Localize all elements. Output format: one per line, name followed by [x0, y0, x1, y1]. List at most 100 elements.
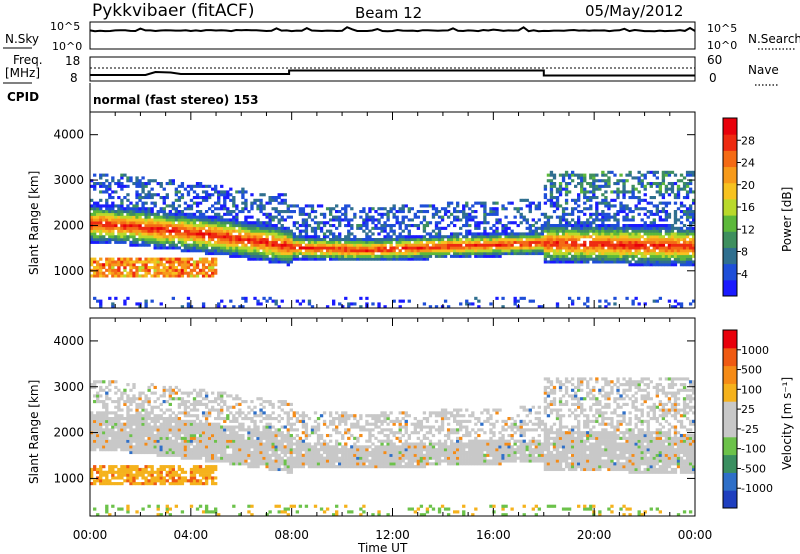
- power-cell: [241, 235, 245, 239]
- power-cell: [298, 249, 303, 253]
- power-cell: [643, 232, 647, 236]
- power-cell: [159, 196, 163, 200]
- power-cell: [401, 218, 405, 222]
- power-cell: [165, 226, 169, 230]
- power-cell: [271, 240, 275, 244]
- power-cell: [676, 302, 681, 306]
- power-cell: [253, 229, 257, 233]
- velocity-cell: [211, 405, 215, 409]
- power-cell: [386, 257, 390, 261]
- velocity-cell: [223, 453, 227, 457]
- power-cell: [664, 204, 669, 208]
- power-cell: [595, 260, 599, 264]
- power-cell: [359, 210, 363, 214]
- velocity-cell: [120, 445, 124, 449]
- power-cell: [640, 246, 644, 250]
- power-cell: [613, 204, 617, 208]
- power-cell: [558, 243, 563, 247]
- power-cell: [564, 187, 569, 191]
- power-cell: [229, 232, 233, 236]
- power-cell: [543, 201, 548, 205]
- power-cell: [220, 246, 224, 250]
- power-cell: [537, 201, 542, 205]
- power-cell: [289, 229, 293, 233]
- power-cell: [141, 184, 145, 188]
- power-cell: [570, 246, 575, 250]
- power-cell: [307, 299, 312, 303]
- velocity-cell: [153, 433, 157, 438]
- power-cell: [335, 226, 339, 230]
- power-cell: [359, 243, 363, 247]
- power-cell: [652, 204, 656, 208]
- power-cell: [583, 254, 587, 258]
- power-cell: [159, 229, 163, 233]
- velocity-cell: [183, 433, 188, 438]
- velocity-cell: [198, 422, 203, 426]
- power-cell: [558, 235, 563, 239]
- power-cell: [108, 271, 112, 275]
- power-cell: [235, 235, 239, 239]
- power-cell: [277, 196, 281, 200]
- power-cell: [132, 218, 136, 222]
- power-cell: [652, 299, 656, 303]
- power-cell: [280, 198, 284, 202]
- velocity-cell: [223, 442, 227, 446]
- power-cell: [132, 212, 136, 216]
- power-cell: [298, 243, 303, 247]
- power-cell: [168, 257, 172, 261]
- power-cell: [108, 268, 112, 272]
- power-cell: [431, 238, 436, 242]
- velocity-cell: [171, 391, 175, 395]
- power-cell: [195, 215, 200, 219]
- power-cell: [401, 229, 405, 233]
- power-cell: [325, 240, 330, 244]
- power-cell: [150, 274, 154, 278]
- power-cell: [646, 170, 650, 174]
- velocity-cell: [147, 448, 151, 452]
- velocity-cell: [141, 414, 145, 418]
- power-cell: [589, 254, 593, 258]
- velocity-cell: [132, 467, 136, 472]
- power-cell: [111, 226, 115, 230]
- velocity-cell: [186, 411, 191, 415]
- velocity-cell: [99, 422, 103, 426]
- power-cell: [238, 190, 242, 194]
- power-cell: [114, 238, 118, 242]
- power-cell: [338, 246, 342, 250]
- power-cell: [655, 232, 659, 236]
- power-cell: [250, 215, 254, 219]
- velocity-cell: [99, 400, 103, 404]
- power-cell: [504, 207, 508, 211]
- velocity-cell: [138, 405, 142, 409]
- velocity-cell: [207, 450, 212, 455]
- power-cell: [419, 221, 424, 225]
- power-cell: [168, 224, 172, 228]
- power-cell: [552, 184, 557, 188]
- velocity-cell: [214, 507, 218, 511]
- power-cell: [685, 240, 690, 244]
- power-cell: [359, 249, 363, 253]
- power-cell: [129, 224, 133, 228]
- power-cell: [108, 240, 112, 244]
- power-cell: [453, 252, 457, 256]
- velocity-cell: [99, 385, 103, 390]
- power-cell: [102, 240, 106, 244]
- power-cell: [498, 254, 502, 258]
- power-cell: [186, 224, 191, 228]
- power-cell: [198, 229, 203, 233]
- power-cell: [371, 249, 375, 253]
- power-cell: [613, 226, 617, 230]
- velocity-cell: [229, 456, 233, 460]
- power-cell: [691, 221, 696, 225]
- power-cell: [664, 201, 669, 205]
- power-cell: [628, 263, 632, 267]
- power-cell: [495, 243, 499, 247]
- power-cell: [640, 235, 644, 239]
- power-cell: [174, 266, 179, 270]
- power-cell: [595, 218, 599, 222]
- power-cell: [649, 254, 653, 258]
- power-cell: [223, 207, 227, 211]
- power-cell: [652, 257, 656, 261]
- velocity-cell: [201, 428, 206, 432]
- power-cell: [313, 246, 318, 250]
